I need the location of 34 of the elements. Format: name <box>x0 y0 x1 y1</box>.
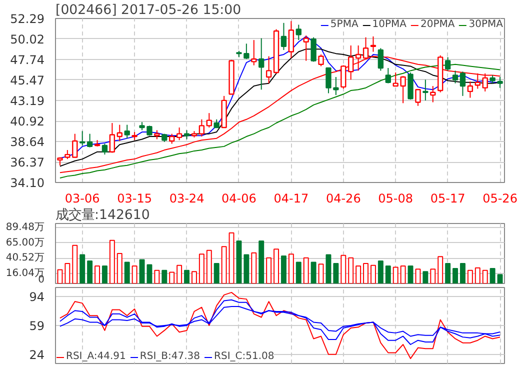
chart-title: [002466] 2017-05-26 15:00 <box>56 3 242 18</box>
y-tick-label: 40.92 <box>10 114 45 129</box>
legend-label: 20PMA <box>420 19 455 30</box>
y-tick-label: 0 <box>38 274 45 286</box>
x-tick-label: 03-24 <box>169 192 204 206</box>
y-tick-label: 38.64 <box>10 135 45 150</box>
x-tick-label: 04-26 <box>326 192 361 206</box>
legend-label: 5PMA <box>330 19 358 30</box>
y-tick-label: 24 <box>29 348 45 362</box>
x-tick-label: 05-26 <box>482 192 518 206</box>
legend-label: 30PMA <box>468 19 503 30</box>
y-tick-label: 52.29 <box>10 12 45 26</box>
text: RSI_A:44.91 <box>66 351 126 362</box>
y-tick-label: 43.19 <box>10 94 45 108</box>
y-tick-label: 59 <box>29 319 45 333</box>
x-tick-label: 05-08 <box>378 192 414 206</box>
legend-label: 10PMA <box>372 19 407 30</box>
x-tick-label: 04-17 <box>274 192 309 206</box>
legend-label: RSI_C:51.08 <box>214 351 274 362</box>
x-tick-label: 04-06 <box>222 192 256 206</box>
x-tick-label: 03-15 <box>117 192 152 206</box>
y-tick-label: 50.02 <box>10 32 45 46</box>
y-tick-label: 94 <box>29 290 45 304</box>
y-tick-label: 34.10 <box>10 176 45 190</box>
x-tick-label: 05-17 <box>430 192 466 206</box>
y-tick-label: 45.47 <box>10 73 45 88</box>
y-tick-label: 65.00万 <box>6 237 45 248</box>
y-tick-label: 89.48万 <box>6 222 45 234</box>
x-tick-label: 03-06 <box>64 192 100 206</box>
y-tick-label: 40.52万 <box>6 252 45 264</box>
legend-label: RSI_B:47.38 <box>140 351 200 362</box>
chart-title: 成交量:142610 <box>56 207 150 223</box>
y-tick-label: 36.37 <box>10 156 45 170</box>
y-tick-label: 47.74 <box>10 53 45 68</box>
